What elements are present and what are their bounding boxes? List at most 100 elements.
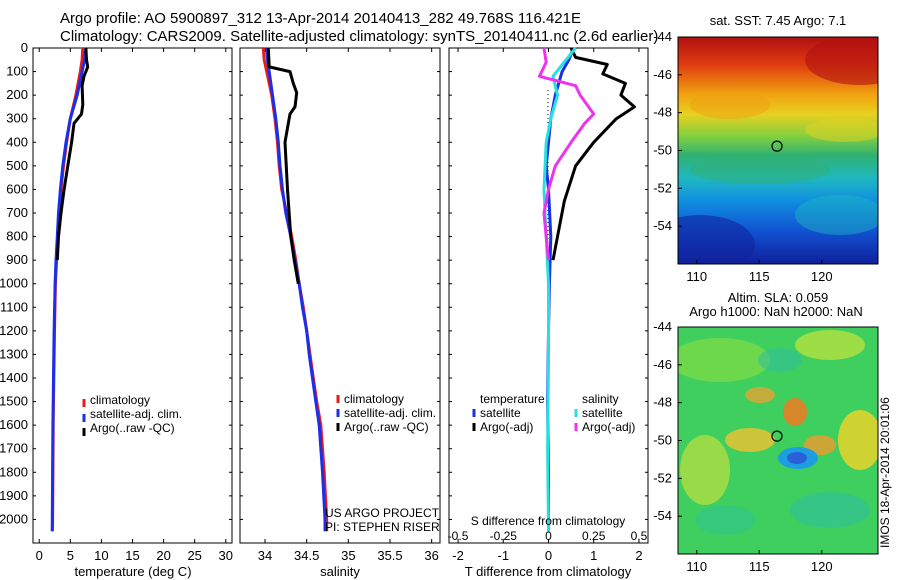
- depth-tick-label: 0: [21, 40, 28, 55]
- x2-tick-label: 0: [545, 529, 552, 543]
- depth-tick-label: 1400: [0, 370, 28, 385]
- salinity-x-axis: 34 34.5 35 35.5 36: [258, 48, 439, 563]
- x-tick-label: 30: [219, 548, 233, 563]
- salinity-xlabel: salinity: [320, 564, 360, 579]
- series-line-climatology: [261, 47, 329, 532]
- x2-tick-label: -0.25: [490, 529, 518, 543]
- x2-tick-label: 0.5: [631, 529, 648, 543]
- difference-legend: temperature salinity satellite Argo(-adj…: [472, 392, 635, 434]
- s-difference-xlabel: S difference from climatology: [471, 514, 626, 528]
- lat-tick-label: -44: [653, 29, 672, 44]
- lat-tick-label: -46: [653, 357, 672, 372]
- depth-tick-label: 900: [6, 252, 28, 267]
- lon-tick-label: 120: [811, 559, 833, 574]
- legend-label-s-argo: Argo(-adj): [582, 420, 635, 434]
- depth-tick-label: 600: [6, 181, 28, 196]
- sst-map-panel: sat. SST: 7.45 Argo: 7.1 -44 -46 -48 -50 -52…: [653, 13, 879, 284]
- t-difference-x-axis: -2 -1 0 1 2: [452, 48, 643, 563]
- page-subtitle: Climatology: CARS2009. Satellite-adjuste…: [60, 28, 659, 45]
- series-line-argo-raw-qc: [55, 47, 90, 261]
- depth-tick-label: 1700: [0, 441, 28, 456]
- sla-map-panel: Altim. SLA: 0.059 Argo h1000: NaN h2000:…: [653, 290, 879, 574]
- depth-tick-label: 2000: [0, 511, 28, 526]
- sla-lon-axis: 110 115 120: [686, 550, 833, 574]
- lat-tick-label: -54: [653, 218, 672, 233]
- project-label: US ARGO PROJECT: [325, 506, 440, 520]
- series-line-satellite: [542, 47, 577, 532]
- x-tick-label: 2: [635, 548, 642, 563]
- depth-tick-label: 100: [6, 64, 28, 79]
- x-tick-label: 0: [545, 548, 552, 563]
- x-tick-label: 34.5: [294, 548, 319, 563]
- series-line-argo-adj: [538, 47, 596, 261]
- legend-label-climatology: climatology: [344, 392, 404, 406]
- lat-tick-label: -48: [653, 395, 672, 410]
- legend-label-climatology: climatology: [90, 393, 150, 407]
- lat-tick-label: -52: [653, 180, 672, 195]
- x-tick-label: 25: [187, 548, 201, 563]
- depth-tick-label: 800: [6, 229, 28, 244]
- legend-header-temperature: temperature: [480, 392, 545, 406]
- series-line-argo-adj: [551, 47, 636, 261]
- sst-heatmap: [678, 37, 878, 264]
- temperature-legend: climatology satellite-adj. clim. Argo(..…: [82, 393, 182, 436]
- legend-label-s-satellite: satellite: [582, 406, 623, 420]
- x-tick-label: 5: [67, 548, 74, 563]
- depth-tick-label: 300: [6, 111, 28, 126]
- lat-tick-label: -48: [653, 105, 672, 120]
- page-title: Argo profile: AO 5900897_312 13-Apr-2014…: [60, 10, 581, 27]
- depth-tick-label: 500: [6, 158, 28, 173]
- series-line-satellite-adj-clim: [50, 47, 88, 532]
- x-tick-label: -2: [452, 548, 464, 563]
- legend-label-satellite: satellite-adj. clim.: [90, 407, 182, 421]
- temperature-series: [50, 47, 90, 532]
- sla-map-title: Altim. SLA: 0.059: [728, 290, 828, 305]
- depth-tick-label: 1900: [0, 488, 28, 503]
- x-tick-label: 34: [258, 548, 272, 563]
- legend-label-argo: Argo(..raw -QC): [90, 421, 175, 435]
- lon-tick-label: 120: [811, 269, 833, 284]
- t-difference-xlabel: T difference from climatology: [465, 564, 632, 579]
- salinity-series: [261, 47, 329, 532]
- difference-series: [538, 47, 636, 532]
- lat-tick-label: -54: [653, 508, 672, 523]
- x-tick-label: 0: [36, 548, 43, 563]
- series-line-satellite-adj-clim: [265, 47, 327, 532]
- x-tick-label: 15: [125, 548, 139, 563]
- sst-lat-axis: -44 -46 -48 -50 -52 -54: [653, 29, 682, 233]
- x-tick-label: 35: [341, 548, 355, 563]
- lat-tick-label: -50: [653, 143, 672, 158]
- temperature-x-axis: 0 5 10 15 20 25 30: [36, 48, 233, 563]
- depth-tick-label: 1000: [0, 276, 28, 291]
- sst-map-title: sat. SST: 7.45 Argo: 7.1: [710, 13, 847, 28]
- s-difference-x-axis: -0.5 -0.25 0 0.25 0.5: [448, 529, 648, 543]
- argo-location-marker: [771, 140, 783, 152]
- depth-tick-label: 200: [6, 87, 28, 102]
- x-tick-label: 36: [424, 548, 438, 563]
- sla-heatmap: [678, 327, 878, 554]
- legend-header-salinity: salinity: [582, 392, 619, 406]
- series-line-argo-raw-qc: [266, 47, 300, 284]
- depth-tick-label: 1300: [0, 346, 28, 361]
- depth-tick-label: 1200: [0, 323, 28, 338]
- sla-lat-axis: -44 -46 -48 -50 -52 -54: [653, 319, 682, 523]
- depth-tick-label: 1500: [0, 394, 28, 409]
- x-tick-label: -1: [497, 548, 509, 563]
- sst-lon-axis: 110 115 120: [686, 260, 833, 284]
- difference-panel: -2 -1 0 1 2 -0.5 -0.25 0 0.25 0.5 T difference f…: [448, 47, 649, 579]
- temperature-axes-frame: [32, 47, 233, 544]
- depth-axis: 0 100 200 300 400 500 600 700 800 900 1000 1100 1200…: [0, 40, 648, 526]
- temperature-xlabel: temperature (deg C): [74, 564, 191, 579]
- lat-tick-label: -50: [653, 433, 672, 448]
- salinity-panel: 34 34.5 35 35.5 36 salinity climatology sate…: [239, 47, 441, 579]
- lon-tick-label: 110: [686, 269, 707, 284]
- depth-tick-label: 1100: [0, 299, 28, 314]
- imos-timestamp: IMOS 18-Apr-2014 20:01:06: [878, 397, 892, 548]
- legend-label-t-satellite: satellite: [480, 406, 521, 420]
- lon-tick-label: 115: [749, 559, 770, 574]
- argo-location-marker: [771, 430, 783, 442]
- temperature-panel: 0100200300400500600700800900100011001200…: [0, 40, 648, 579]
- salinity-axes-frame: [239, 47, 441, 544]
- sla-map-subtitle: Argo h1000: NaN h2000: NaN: [689, 304, 862, 319]
- x2-tick-label: -0.5: [448, 529, 469, 543]
